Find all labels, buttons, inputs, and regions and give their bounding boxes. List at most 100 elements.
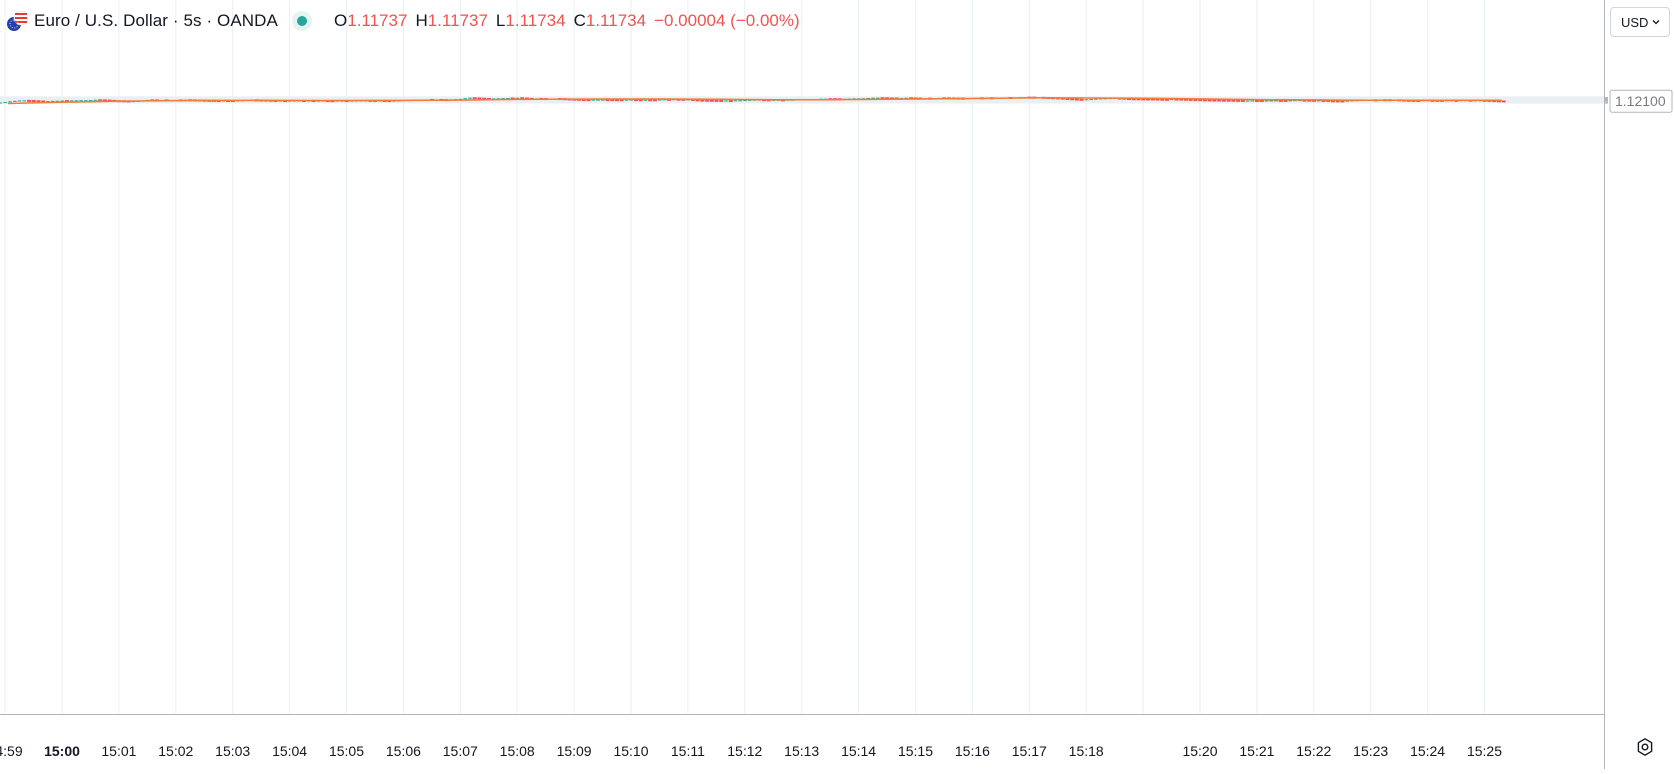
candle: [36, 100, 41, 103]
candle-body: [904, 97, 909, 99]
time-tick-label: 15:25: [1467, 743, 1502, 759]
candle: [1212, 99, 1217, 102]
candle-body: [1141, 98, 1146, 101]
time-tick-label: 15:20: [1182, 743, 1217, 759]
candle-body: [619, 99, 624, 102]
candle-body: [648, 99, 653, 102]
candle-body: [1160, 98, 1165, 101]
candle: [69, 100, 74, 102]
time-tick-label: 15:24: [1410, 743, 1445, 759]
candle: [1330, 100, 1335, 103]
candle-body: [705, 99, 710, 102]
candle: [41, 100, 46, 103]
candle-body: [1150, 98, 1155, 101]
candle-body: [866, 98, 871, 100]
eur-usd-flag-icon[interactable]: [6, 10, 29, 32]
candle-body: [1169, 99, 1174, 101]
time-tick-label: 15:07: [443, 743, 478, 759]
currency-dropdown-button[interactable]: USD: [1610, 7, 1670, 37]
close-value: 1.11734: [585, 11, 647, 30]
candle: [1074, 98, 1079, 101]
candle: [12, 100, 17, 102]
time-tick-label: 15:09: [557, 743, 592, 759]
candle: [463, 98, 468, 100]
candle: [102, 99, 107, 102]
candle-body: [17, 100, 22, 102]
candle-body: [591, 99, 596, 101]
candle-body: [1250, 100, 1255, 102]
candle: [1259, 100, 1264, 103]
candle: [709, 99, 714, 102]
candle-body: [596, 99, 600, 101]
candle: [705, 99, 710, 102]
moving-average-line: [7, 97, 1502, 105]
time-tick-label: 15:22: [1296, 743, 1331, 759]
time-tick-label: 14:59: [0, 743, 23, 759]
candle-body: [1278, 99, 1283, 102]
candle: [468, 97, 472, 99]
candle: [0, 102, 3, 104]
candle-body: [638, 99, 643, 102]
candle: [652, 99, 657, 102]
candle-body: [719, 99, 724, 102]
price-axis-panel: [1604, 0, 1674, 769]
candle-body: [1245, 100, 1250, 102]
candle-body: [1255, 100, 1260, 103]
candle-body: [1226, 99, 1231, 102]
candle-body: [709, 99, 714, 102]
candle-body: [98, 99, 103, 102]
candle-body: [31, 99, 36, 102]
candle-body: [700, 99, 705, 102]
candle: [50, 100, 55, 102]
candle: [643, 99, 648, 101]
candle-body: [1207, 99, 1212, 102]
candle-body: [0, 102, 3, 104]
candle-body: [1335, 100, 1340, 103]
candle: [31, 99, 36, 102]
time-tick-label: 15:21: [1239, 743, 1274, 759]
candle-body: [1212, 99, 1217, 102]
candle: [1250, 100, 1255, 102]
candle: [1283, 99, 1288, 102]
candle: [88, 100, 93, 102]
time-tick-label: 15:03: [215, 743, 250, 759]
candle-body: [46, 101, 50, 103]
candle: [738, 100, 743, 102]
time-tick-label: 15:13: [784, 743, 819, 759]
low-label: L: [495, 11, 506, 30]
candle: [1264, 100, 1269, 102]
candle: [17, 100, 22, 102]
candle: [1155, 98, 1160, 101]
candle-body: [633, 99, 638, 102]
chart-settings-button[interactable]: [1630, 734, 1660, 764]
candle-body: [657, 99, 662, 101]
candle-body: [93, 99, 98, 101]
candle: [1164, 98, 1169, 101]
candle-body: [506, 98, 510, 100]
time-tick-label: 15:12: [727, 743, 762, 759]
candle-body: [871, 97, 875, 99]
candle-body: [1198, 99, 1203, 102]
candle-body: [69, 100, 74, 102]
candle: [904, 97, 909, 99]
time-axis-panel: [0, 714, 1674, 769]
time-tick-label: 15:15: [898, 743, 933, 759]
candle-body: [1236, 99, 1241, 102]
candle: [619, 99, 624, 102]
candle-body: [1345, 100, 1349, 102]
candle-body: [1283, 99, 1288, 102]
open-value: 1.11737: [347, 11, 408, 30]
market-status-icon[interactable]: [292, 11, 312, 31]
candle: [46, 101, 50, 103]
candle-body: [614, 99, 619, 102]
symbol-title[interactable]: Euro / U.S. Dollar · 5s · OANDA: [34, 11, 278, 30]
candle-body: [747, 99, 752, 101]
candle-body: [662, 99, 667, 101]
candle-body: [629, 99, 633, 101]
candle: [55, 100, 60, 102]
candle-body: [1217, 99, 1222, 102]
candle: [714, 99, 719, 102]
candle-body: [12, 100, 17, 102]
